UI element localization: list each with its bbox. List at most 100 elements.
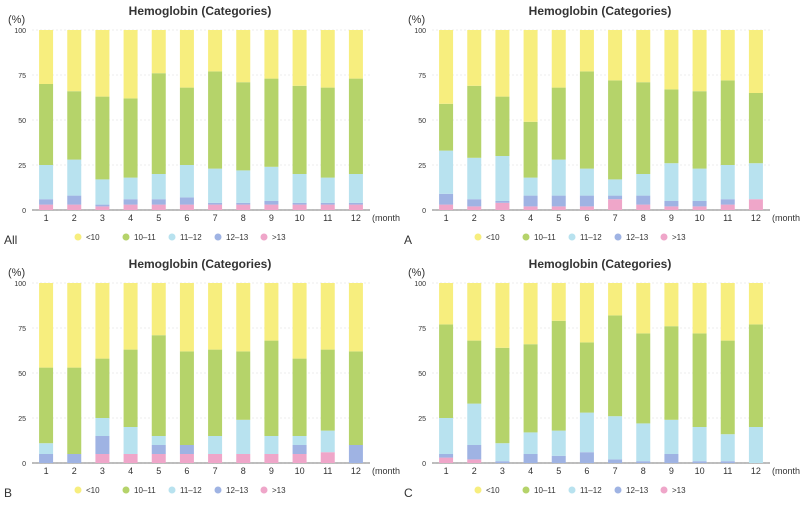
- panel-label: C: [404, 486, 413, 500]
- bar-segment: [523, 121, 538, 178]
- bar-segment: [236, 454, 251, 463]
- legend-swatch: [214, 486, 222, 494]
- bar-segment: [720, 199, 735, 205]
- bar-segment: [320, 430, 335, 453]
- bar-segment: [320, 349, 335, 431]
- bar-segment: [720, 461, 735, 463]
- y-tick-label: 25: [18, 416, 26, 423]
- bar-segment: [636, 283, 651, 334]
- bar-segment: [608, 283, 623, 316]
- bar-segment: [664, 454, 679, 463]
- bar-segment: [664, 89, 679, 164]
- legend-label: 12–13: [226, 233, 249, 242]
- bar-segment: [95, 206, 110, 210]
- bar-segment: [495, 30, 510, 97]
- x-tick-label: 2: [472, 466, 477, 476]
- bar-segment: [439, 204, 454, 210]
- x-tick-label: 1: [444, 466, 449, 476]
- bar-segment: [292, 454, 307, 463]
- x-tick-label: 5: [556, 213, 561, 223]
- bar-segment: [748, 427, 763, 463]
- x-tick-label: 2: [72, 213, 77, 223]
- legend-swatch: [74, 486, 82, 494]
- bar-segment: [236, 204, 251, 210]
- panel-label: A: [404, 233, 412, 247]
- legend-label: 12–13: [626, 233, 649, 242]
- bar-segment: [320, 202, 335, 205]
- y-tick-label: 50: [18, 118, 26, 125]
- bar-segment: [692, 283, 707, 334]
- bar-segment: [95, 358, 110, 418]
- bar-segment: [348, 174, 363, 203]
- legend-label: 11–12: [580, 233, 602, 242]
- bar-segment: [123, 283, 138, 350]
- bar-segment: [720, 30, 735, 81]
- bar-segment: [748, 30, 763, 93]
- bar-segment: [720, 283, 735, 341]
- bar-segment: [467, 30, 482, 86]
- bar-segment: [151, 436, 166, 445]
- bar-segment: [292, 436, 307, 445]
- bar-segment: [292, 85, 307, 174]
- y-tick-label: 25: [18, 163, 26, 170]
- y-tick-label: 0: [422, 208, 426, 215]
- legend-label: 12–13: [626, 486, 649, 495]
- bar-segment: [720, 340, 735, 435]
- bar-segment: [720, 204, 735, 210]
- bar-segment: [348, 78, 363, 174]
- x-tick-label: 7: [213, 213, 218, 223]
- bar-segment: [664, 206, 679, 210]
- bar-segment: [720, 80, 735, 165]
- bar-segment: [439, 103, 454, 151]
- bar-segment: [39, 454, 54, 463]
- x-tick-label: 3: [500, 466, 505, 476]
- bar-segment: [495, 96, 510, 156]
- bar-segment: [208, 202, 223, 205]
- bar-segment: [495, 283, 510, 348]
- bar-segment: [95, 418, 110, 436]
- bar-segment: [292, 204, 307, 210]
- bar-segment: [579, 71, 594, 169]
- y-tick-label: 75: [418, 73, 426, 80]
- bar-segment: [467, 445, 482, 460]
- bar-segment: [551, 430, 566, 456]
- x-tick-label: 12: [351, 213, 361, 223]
- bar-segment: [636, 423, 651, 462]
- legend-label: 12–13: [226, 486, 249, 495]
- x-tick-label: 9: [269, 213, 274, 223]
- x-tick-label: 7: [613, 466, 618, 476]
- bar-segment: [467, 206, 482, 210]
- x-tick-label: 11: [723, 466, 732, 476]
- bar-segment: [636, 82, 651, 174]
- bar-segment: [236, 170, 251, 203]
- bar-segment: [579, 283, 594, 343]
- bar-segment: [292, 358, 307, 436]
- x-tick-label: 5: [156, 466, 161, 476]
- bar-segment: [579, 30, 594, 72]
- legend-swatch: [474, 486, 482, 494]
- bar-segment: [179, 197, 194, 205]
- x-tick-label: 12: [751, 466, 761, 476]
- bar-segment: [264, 204, 279, 210]
- y-axis-unit: (%): [408, 267, 425, 279]
- x-tick-label: 10: [295, 466, 305, 476]
- bar-segment: [208, 436, 223, 454]
- y-tick-label: 25: [418, 163, 426, 170]
- x-tick-label: 10: [695, 466, 705, 476]
- bar-segment: [608, 315, 623, 417]
- y-tick-label: 50: [418, 371, 426, 378]
- bar-segment: [292, 30, 307, 86]
- bar-segment: [123, 30, 138, 99]
- bar-segment: [551, 206, 566, 210]
- x-tick-label: 8: [641, 466, 646, 476]
- bar-segment: [39, 199, 54, 205]
- bar-segment: [39, 367, 54, 444]
- bar-segment: [608, 179, 623, 196]
- legend-swatch: [522, 486, 530, 494]
- bar-segment: [151, 199, 166, 205]
- bar-segment: [467, 199, 482, 207]
- bar-segment: [208, 71, 223, 169]
- bar-segment: [264, 283, 279, 341]
